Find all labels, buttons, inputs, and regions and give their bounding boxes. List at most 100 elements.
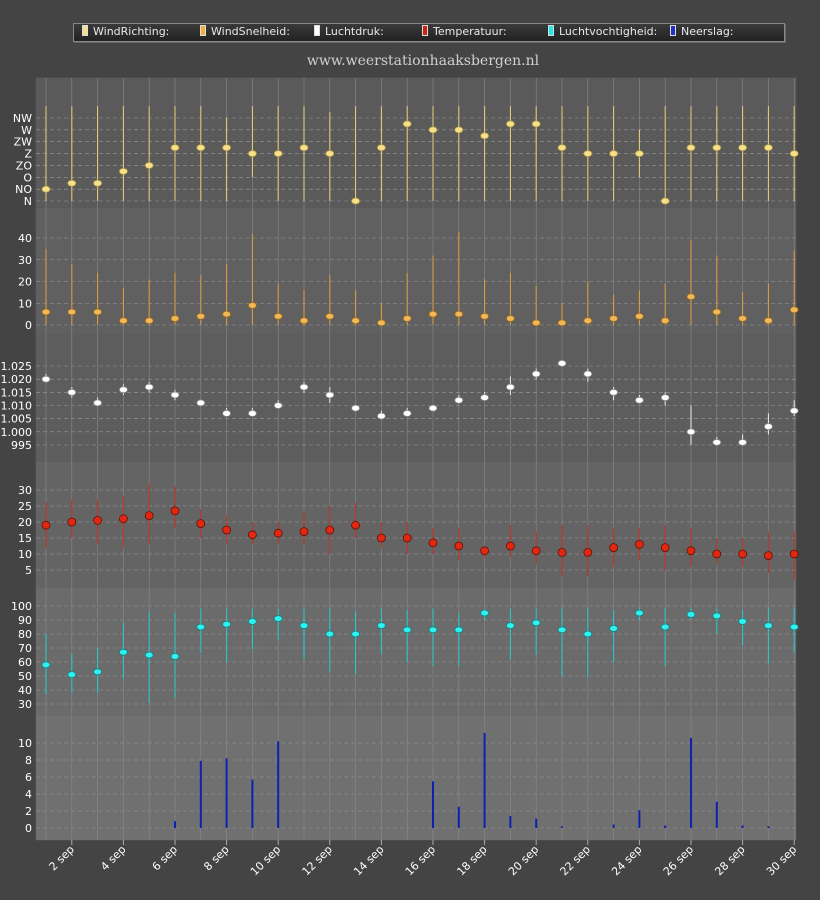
windsnelheid-point	[635, 312, 644, 320]
x-tick-label: 14 sep	[351, 843, 386, 878]
neerslag-bar	[741, 825, 744, 828]
x-tick-label: 18 sep	[454, 843, 489, 878]
luchtvochtigheid-point	[273, 615, 283, 622]
legend-label: Neerslag:	[681, 25, 734, 38]
temperatuur-point	[247, 530, 257, 540]
luchtdruk-point	[557, 359, 567, 367]
temperatuur-point	[557, 548, 567, 557]
luchtdruk-y-tick-label: 1.015	[1, 386, 33, 399]
temperatuur-y-tick-label: 20	[18, 516, 32, 529]
luchtdruk-point	[635, 396, 644, 404]
temperatuur-point	[93, 516, 102, 525]
luchtdruk-point	[505, 383, 515, 391]
temperatuur-point	[402, 533, 412, 543]
windrichting-point	[196, 144, 206, 152]
luchtvochtigheid-point	[686, 611, 696, 618]
legend-label: Temperatuur:	[433, 25, 507, 38]
luchtvochtigheid-point	[789, 623, 799, 631]
luchtvochtigheid-point	[454, 626, 464, 634]
windrichting-point	[222, 144, 232, 152]
x-tick-label: 24 sep	[609, 843, 644, 878]
temperatuur-point	[712, 549, 722, 559]
windsnelheid-point	[41, 308, 51, 316]
luchtdruk-point	[273, 402, 283, 409]
temperatuur-point	[41, 520, 51, 530]
luchtdruk-point	[196, 399, 206, 407]
windsnelheid-point	[402, 315, 412, 322]
luchtvochtigheid-y-tick-label: 90	[18, 614, 32, 627]
temperatuur-y-tick-label: 5	[25, 564, 32, 577]
grid-lines	[36, 78, 796, 840]
temperatuur-point	[376, 533, 386, 543]
x-tick-label: 30 sep	[764, 843, 799, 878]
temperatuur-y-tick-label: 25	[18, 500, 32, 513]
windrichting-point	[428, 126, 438, 134]
luchtvochtigheid-point	[738, 618, 747, 625]
x-tick-label: 8 sep	[201, 843, 231, 873]
luchtdruk-point	[789, 407, 799, 415]
neerslag-bar	[199, 760, 202, 828]
windrichting-point	[609, 150, 618, 157]
windrichting-point	[635, 150, 644, 157]
luchtvochtigheid-point	[635, 609, 644, 617]
neerslag-bar	[277, 741, 280, 828]
x-tick-label: 22 sep	[558, 843, 593, 878]
legend-label: Luchtdruk:	[325, 25, 384, 38]
windrichting-y-tick-label: N	[24, 195, 32, 208]
windrichting-point	[299, 144, 309, 152]
luchtdruk-point	[583, 370, 593, 378]
luchtvochtigheid-y-tick-label: 60	[18, 656, 32, 669]
temperatuur-point	[222, 525, 232, 535]
neerslag-bar	[690, 737, 692, 828]
luchtvochtigheid-point	[402, 626, 412, 634]
temperatuur-point	[764, 551, 773, 560]
luchtdruk-point	[764, 423, 773, 430]
windrichting-point	[764, 144, 773, 152]
windsnelheid-point	[583, 317, 593, 325]
windsnelheid-point	[764, 317, 773, 325]
neerslag-bar	[561, 826, 563, 828]
windsnelheid-point	[222, 310, 232, 318]
luchtvochtigheid-point	[299, 622, 309, 629]
neerslag-bar	[638, 810, 641, 828]
x-tick-label: 10 sep	[248, 843, 283, 878]
legend-item-windsnelheid: WindSnelheid:	[200, 25, 290, 38]
windrichting-point	[660, 197, 670, 205]
luchtvochtigheid-point	[67, 671, 77, 678]
windsnelheid-y-tick-label: 10	[18, 297, 32, 310]
luchtvochtigheid-point	[583, 630, 593, 638]
luchtdruk-y-tick-label: 1.005	[1, 413, 33, 426]
windsnelheid-point	[531, 319, 541, 327]
luchtvochtigheid-point	[505, 622, 515, 629]
neerslag-bar	[457, 806, 460, 828]
panel-bg-windrichting	[36, 78, 796, 208]
luchtvochtigheid-point	[247, 618, 257, 625]
windsnelheid-point	[299, 317, 309, 325]
legend-swatch	[314, 25, 320, 36]
luchtvochtigheid-point	[196, 623, 206, 631]
luchtvochtigheid-point	[119, 648, 128, 656]
luchtvochtigheid-point	[325, 630, 335, 638]
temperatuur-point	[196, 519, 206, 528]
windsnelheid-point	[505, 315, 515, 322]
luchtdruk-point	[41, 375, 51, 383]
luchtdruk-y-tick-label: 1.010	[1, 400, 33, 413]
windrichting-y-tick-label: W	[21, 124, 32, 137]
luchtdruk-point	[325, 391, 335, 399]
luchtvochtigheid-point	[428, 626, 438, 634]
temperatuur-point	[454, 541, 464, 551]
windrichting-point	[119, 167, 128, 175]
luchtvochtigheid-point	[376, 622, 386, 629]
windsnelheid-point	[428, 310, 438, 318]
windsnelheid-point	[686, 293, 696, 301]
luchtdruk-point	[376, 412, 386, 420]
site-title: www.weerstationhaaksbergen.nl	[306, 53, 540, 69]
legend-label: Luchtvochtigheid:	[559, 25, 658, 38]
x-tick-label: 20 sep	[506, 843, 541, 878]
luchtdruk-y-tick-label: 995	[11, 439, 32, 452]
legend-item-temperatuur: Temperatuur:	[422, 25, 507, 38]
windrichting-point	[67, 179, 77, 187]
luchtvochtigheid-point	[170, 653, 180, 660]
chart-legend: WindRichting: WindSnelheid: Luchtdruk: Temp…	[73, 23, 785, 42]
